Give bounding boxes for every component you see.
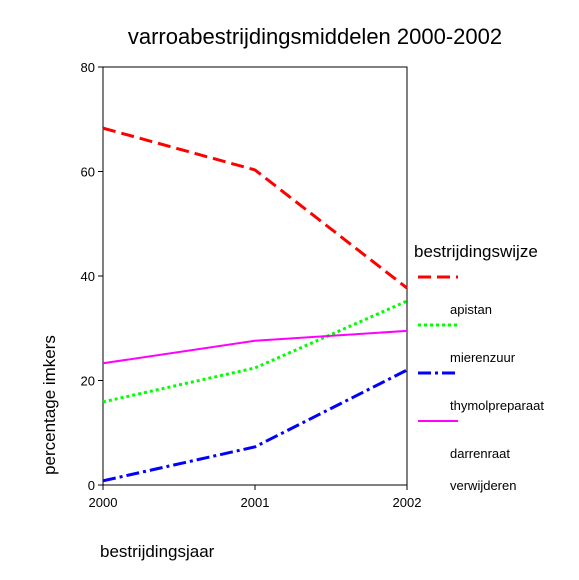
chart-title: varroabestrijdingsmiddelen 2000-2002: [128, 24, 502, 49]
legend-entry: thymolpreparaat: [414, 364, 574, 413]
y-axis-label: percentage imkers: [40, 335, 59, 475]
y-tick-label: 0: [88, 478, 95, 493]
x-tick-label: 2002: [393, 495, 422, 510]
legend-title: bestrijdingswijze: [414, 242, 538, 261]
y-tick-label: 60: [81, 165, 95, 180]
legend-label: thymolpreparaat: [450, 398, 544, 413]
series-line: [102, 299, 408, 404]
legend-label: mierenzuur: [450, 350, 516, 365]
legend-entry: mierenzuur: [414, 316, 574, 365]
legend-swatch: [418, 275, 458, 279]
y-tick-label: 40: [81, 269, 95, 284]
legend-swatch: [418, 323, 458, 327]
legend-swatch: [418, 420, 458, 422]
y-tick-label: 80: [81, 60, 95, 75]
legend-label: apistan: [450, 302, 492, 317]
legend-entry: darrenraat verwijderen: [414, 412, 574, 493]
legend-swatch: [418, 371, 458, 375]
series-line: [102, 329, 408, 365]
x-tick-label: 2000: [89, 495, 118, 510]
series-line: [102, 126, 408, 290]
y-tick-label: 20: [81, 374, 95, 389]
legend-label: darrenraat verwijderen: [450, 446, 517, 493]
x-tick-label: 2001: [241, 495, 270, 510]
x-axis-label: bestrijdingsjaar: [100, 542, 215, 561]
plot-frame: [102, 66, 408, 486]
legend: bestrijdingswijze apistan mierenzuur thymo…: [414, 242, 574, 493]
series-line: [102, 368, 408, 483]
legend-entry: apistan: [414, 268, 574, 317]
